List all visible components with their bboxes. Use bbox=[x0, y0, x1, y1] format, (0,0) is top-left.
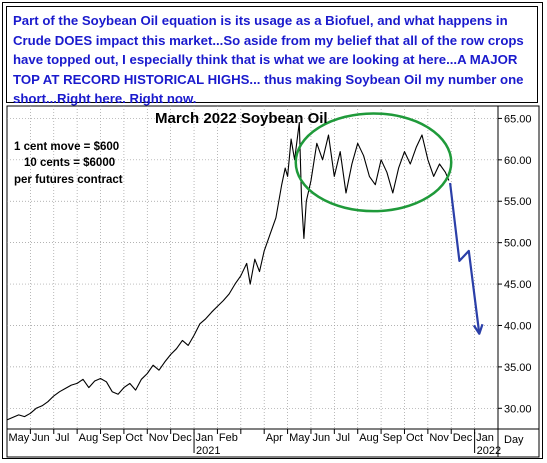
x-axis-label: Day bbox=[504, 434, 524, 446]
x-tick-label: Aug bbox=[79, 432, 99, 444]
annotations bbox=[294, 112, 453, 213]
y-tick-label: 50.00 bbox=[504, 238, 532, 250]
x-tick-label: Jan bbox=[196, 432, 214, 444]
x-tick-label: May bbox=[289, 432, 310, 444]
x-tick-label: Jul bbox=[55, 432, 69, 444]
x-tick-label: Jan bbox=[476, 432, 494, 444]
x-tick-label: Dec bbox=[453, 432, 473, 444]
x-axis-ticks: May Jun Jul Aug Sep Oct Nov Dec Jan Feb Apr May Jun J… bbox=[6, 429, 501, 457]
x-tick-label: Sep bbox=[383, 432, 403, 444]
price-line bbox=[6, 122, 450, 421]
x-tick-label: Jun bbox=[312, 432, 330, 444]
y-axis-ticks: 30.00 35.00 40.00 45.00 50.00 55.00 60.00 65.00 bbox=[498, 113, 532, 415]
x-tick-label: Apr bbox=[266, 432, 283, 444]
y-tick-label: 30.00 bbox=[504, 403, 532, 415]
x-axis-panel bbox=[6, 428, 499, 458]
x-tick-label: Feb bbox=[219, 432, 238, 444]
x-tick-label: May bbox=[9, 432, 30, 444]
y-tick-label: 40.00 bbox=[504, 320, 532, 332]
x-tick-label: Jul bbox=[336, 432, 350, 444]
x-tick-label: Aug bbox=[359, 432, 379, 444]
x-tick-label: Oct bbox=[406, 432, 423, 444]
x-tick-label: Dec bbox=[172, 432, 192, 444]
corner-panel bbox=[497, 428, 540, 458]
x-tick-label: Nov bbox=[429, 432, 449, 444]
commentary-text: Part of the Soybean Oil equation is its … bbox=[13, 13, 524, 106]
note-line-2: 10 cents = $6000 bbox=[24, 157, 115, 169]
chart-title: March 2022 Soybean Oil bbox=[155, 110, 328, 127]
x-year-label: 2021 bbox=[196, 445, 220, 457]
y-tick-label: 45.00 bbox=[504, 279, 532, 291]
commentary-banner: Part of the Soybean Oil equation is its … bbox=[6, 6, 538, 106]
projection-arrowhead bbox=[472, 323, 484, 335]
top-ellipse bbox=[294, 112, 453, 213]
x-tick-label: Nov bbox=[149, 432, 169, 444]
gridlines bbox=[7, 106, 498, 429]
x-tick-label: Sep bbox=[102, 432, 122, 444]
y-tick-label: 65.00 bbox=[504, 113, 532, 125]
note-line-1: 1 cent move = $600 bbox=[14, 141, 119, 153]
y-tick-label: 35.00 bbox=[504, 362, 532, 374]
y-tick-label: 55.00 bbox=[504, 196, 532, 208]
x-tick-label: Oct bbox=[125, 432, 142, 444]
projection-line bbox=[449, 182, 481, 334]
price-series bbox=[6, 122, 484, 421]
y-axis-panel bbox=[497, 105, 540, 430]
x-tick-label: Jun bbox=[32, 432, 50, 444]
y-tick-label: 60.00 bbox=[504, 155, 532, 167]
note-line-3: per futures contract bbox=[14, 174, 123, 186]
x-year-label: 2022 bbox=[477, 445, 501, 457]
